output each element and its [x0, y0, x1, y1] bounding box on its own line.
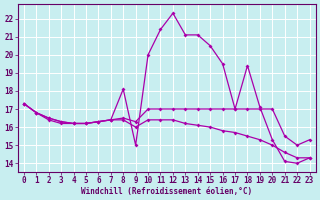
X-axis label: Windchill (Refroidissement éolien,°C): Windchill (Refroidissement éolien,°C) — [81, 187, 252, 196]
